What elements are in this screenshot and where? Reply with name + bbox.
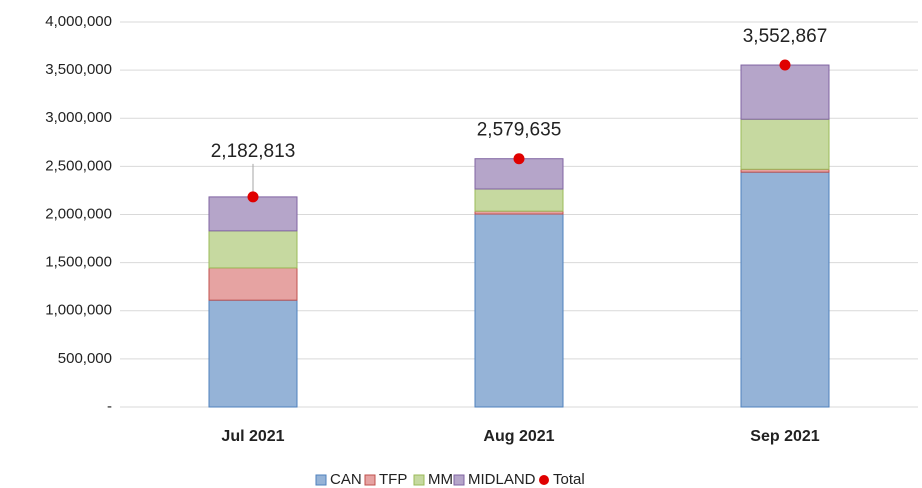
data-label: 3,552,867 bbox=[743, 26, 828, 47]
legend-label: MM bbox=[428, 471, 453, 488]
y-tick-label: 2,500,000 bbox=[45, 157, 112, 174]
bar-segment bbox=[474, 188, 564, 212]
y-tick-label: 2,000,000 bbox=[45, 205, 112, 222]
x-tick-label: Sep 2021 bbox=[750, 428, 819, 445]
bar-segment bbox=[208, 196, 298, 232]
y-tick-label: 500,000 bbox=[58, 350, 112, 367]
y-tick-label: - bbox=[107, 398, 112, 415]
legend-swatch bbox=[364, 474, 376, 486]
bar-segment bbox=[208, 230, 298, 269]
bar-segment bbox=[474, 213, 564, 408]
legend-label: TFP bbox=[379, 471, 407, 488]
legend-swatch bbox=[413, 474, 425, 486]
y-tick-label: 1,500,000 bbox=[45, 254, 112, 271]
x-tick-label: Jul 2021 bbox=[221, 428, 284, 445]
bar-segment bbox=[208, 267, 298, 301]
data-label: 2,182,813 bbox=[211, 141, 296, 162]
bar-segment bbox=[208, 299, 298, 408]
legend-label: MIDLAND bbox=[468, 471, 536, 488]
legend-marker bbox=[539, 475, 549, 485]
total-point bbox=[513, 153, 525, 165]
y-tick-label: 3,000,000 bbox=[45, 109, 112, 126]
y-tick-label: 3,500,000 bbox=[45, 61, 112, 78]
y-tick-label: 1,000,000 bbox=[45, 302, 112, 319]
bar-segment bbox=[740, 171, 830, 408]
bar-segment bbox=[740, 118, 830, 170]
legend-label: Total bbox=[553, 471, 585, 488]
legend-swatch bbox=[315, 474, 327, 486]
total-point bbox=[779, 59, 791, 71]
data-label: 2,579,635 bbox=[477, 120, 562, 141]
legend-label: CAN bbox=[330, 471, 362, 488]
legend-swatch bbox=[453, 474, 465, 486]
x-tick-label: Aug 2021 bbox=[483, 428, 554, 445]
total-point bbox=[247, 191, 259, 203]
y-tick-label: 4,000,000 bbox=[45, 13, 112, 30]
bar-segment bbox=[740, 64, 830, 120]
